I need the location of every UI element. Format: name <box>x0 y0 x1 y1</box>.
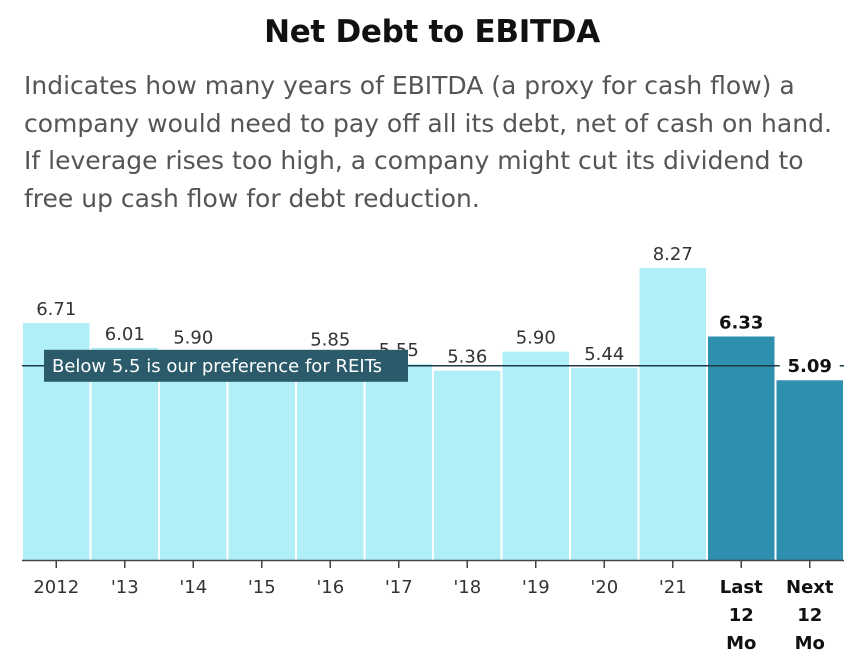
x-tick-label: '14 <box>179 577 207 598</box>
value-label: 5.36 <box>447 347 487 368</box>
value-label: 5.90 <box>516 328 556 349</box>
bar <box>91 347 158 560</box>
bar <box>365 364 432 560</box>
x-tick-label: '19 <box>522 577 550 598</box>
bar <box>776 380 843 560</box>
x-tick-label: '21 <box>659 577 687 598</box>
x-tick-label: '13 <box>111 577 139 598</box>
bar <box>639 268 706 560</box>
chart-title: Net Debt to EBITDA <box>264 14 600 50</box>
bars-group <box>23 268 843 560</box>
chart-description: Indicates how many years of EBITDA (a pr… <box>24 71 832 213</box>
value-label: 8.27 <box>653 244 693 265</box>
value-label-bg <box>779 353 840 378</box>
value-label: 6.01 <box>105 324 145 345</box>
value-label: 5.85 <box>310 329 350 350</box>
x-tick-label: '18 <box>453 577 481 598</box>
bar <box>571 367 638 560</box>
value-label: 6.71 <box>36 299 76 320</box>
bar <box>228 353 295 560</box>
bar <box>502 351 569 560</box>
x-tick-label: '15 <box>248 577 276 598</box>
x-tick-label: 2012 <box>33 577 79 598</box>
x-tick-label: Next 12 Mo <box>786 577 834 654</box>
bar <box>708 336 775 560</box>
x-tick-label: '17 <box>385 577 413 598</box>
x-tick-label: '20 <box>590 577 618 598</box>
value-labels-group: 6.716.015.905.855.555.365.905.448.276.33… <box>36 244 840 378</box>
x-tick-label: '16 <box>316 577 344 598</box>
bar <box>160 351 227 560</box>
reference-label: Below 5.5 is our preference for REITs <box>52 356 382 377</box>
x-tick-label: Last 12 Mo <box>720 577 763 654</box>
bar <box>297 353 364 560</box>
bar <box>434 370 501 560</box>
value-label: 5.44 <box>584 344 624 365</box>
reference-label-box <box>44 349 408 382</box>
value-label: 5.90 <box>173 328 213 349</box>
value-label: 6.33 <box>719 312 763 333</box>
value-label: 5.09 <box>788 356 832 377</box>
value-label-bg <box>578 342 631 365</box>
